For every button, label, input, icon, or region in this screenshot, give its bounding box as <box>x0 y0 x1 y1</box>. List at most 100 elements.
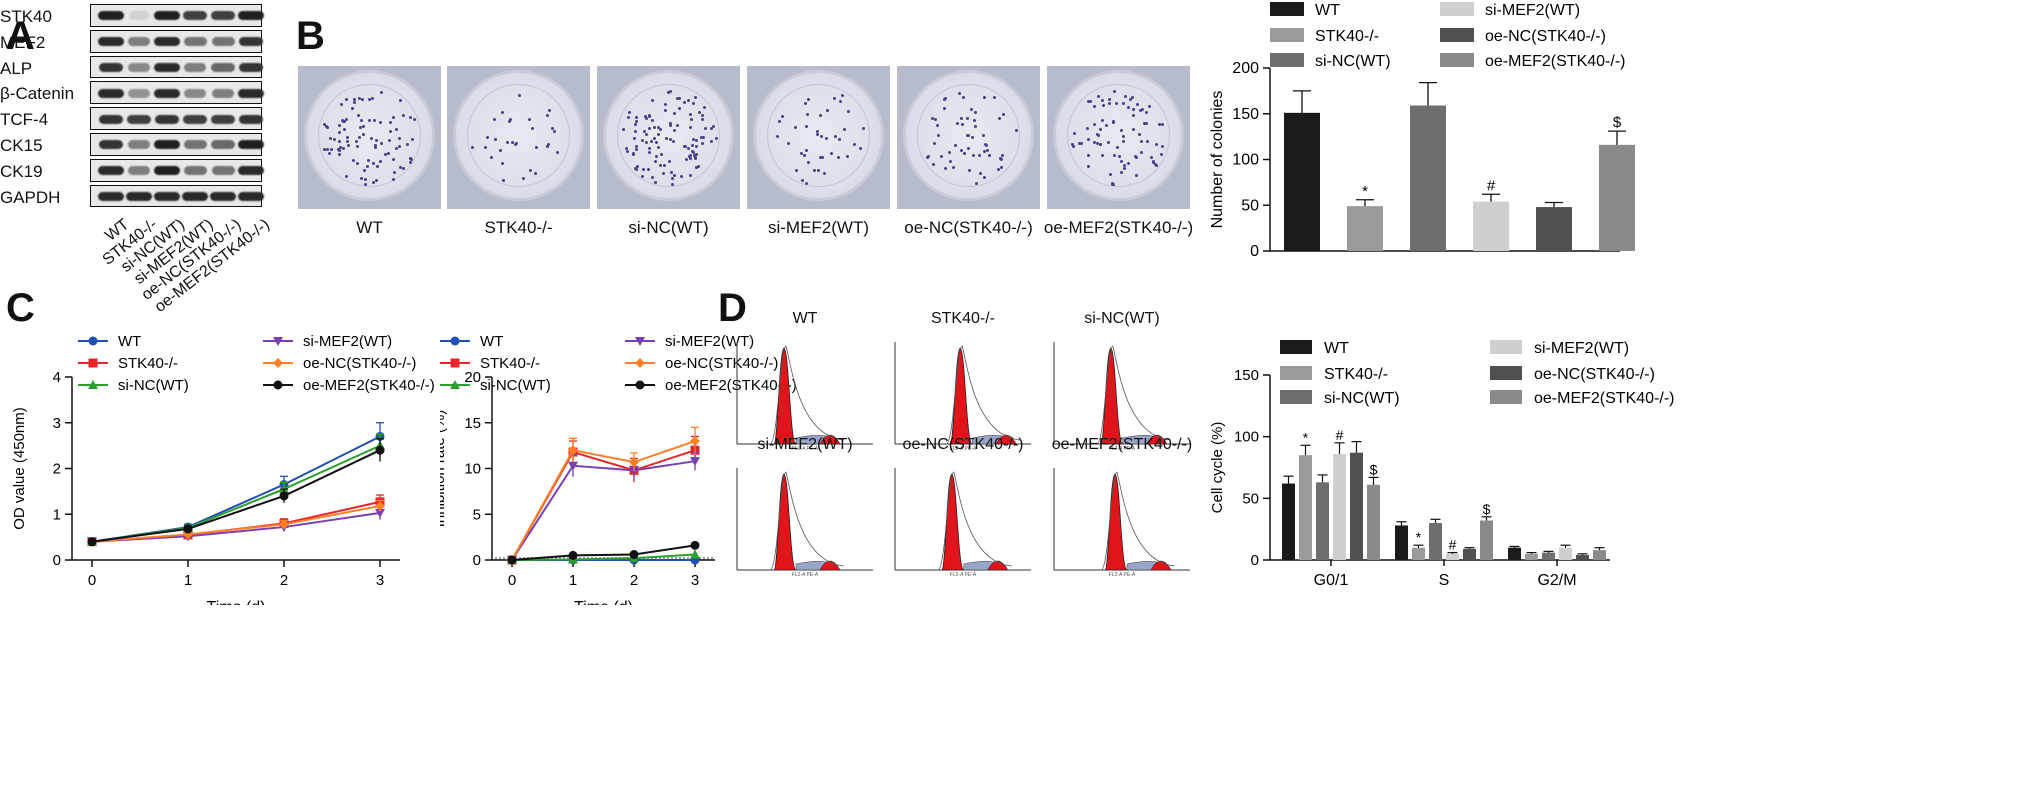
colony-dot <box>815 132 819 136</box>
blot-band <box>126 114 152 124</box>
colony-dot <box>930 116 934 120</box>
flow-plot-title: WT <box>792 310 818 327</box>
y-tick-label: 0 <box>1251 552 1259 569</box>
colony-dot <box>410 138 414 142</box>
colony-dot <box>393 170 397 174</box>
flow-histogram: FL2-A PE-A <box>736 342 873 450</box>
colony-dot <box>1097 133 1101 137</box>
colony-dish-photo <box>747 66 890 209</box>
colony-dot <box>1129 97 1133 101</box>
colony-dot <box>1140 151 1144 155</box>
colony-dot <box>653 136 657 140</box>
data-point-marker <box>635 358 645 368</box>
colony-dot <box>974 182 978 186</box>
colony-dot <box>838 138 842 142</box>
colony-dot <box>645 117 649 120</box>
colony-dot <box>483 145 487 149</box>
legend-label: oe-MEF2(STK40-/-) <box>1485 53 1625 70</box>
colony-dot <box>1154 142 1158 146</box>
colony-dot <box>1092 140 1096 144</box>
data-point-marker <box>450 358 460 368</box>
cell-cycle-bar <box>1316 482 1329 560</box>
blot-row-label: MEF2 <box>0 32 46 52</box>
significance-mark: $ <box>1613 114 1622 131</box>
flow-x-label: FL2-A PE-A <box>792 446 819 450</box>
colony-dot <box>853 142 857 146</box>
colony-dot <box>668 159 672 163</box>
colony-dot <box>812 169 816 173</box>
colony-dot <box>373 118 377 122</box>
colony-bar <box>1599 144 1635 251</box>
series-line <box>511 460 696 561</box>
flow-histogram: FL2-A PE-A <box>894 342 1031 450</box>
colony-dot <box>675 123 679 127</box>
colony-dot <box>634 123 638 127</box>
colony-dot <box>653 180 657 184</box>
colony-dot <box>654 141 658 145</box>
data-point-marker <box>375 501 385 512</box>
colony-dot <box>337 153 341 157</box>
blot-band <box>238 140 264 150</box>
x-tick-label: 0 <box>88 572 96 589</box>
data-point-marker <box>375 508 385 518</box>
colony-dot <box>356 161 360 165</box>
colony-dot <box>351 107 355 111</box>
legend-label: si-NC(WT) <box>118 377 189 394</box>
colony-dot <box>636 164 640 168</box>
colony-dot <box>395 128 399 132</box>
colony-dot <box>379 91 383 95</box>
colony-dot <box>387 138 391 142</box>
data-point-marker <box>568 550 578 560</box>
data-point-marker <box>635 337 645 346</box>
colony-dot <box>688 153 692 157</box>
blot-band <box>183 37 207 47</box>
colony-dot <box>1001 113 1005 117</box>
colony-dot <box>399 166 403 170</box>
legend-swatch <box>1280 340 1312 354</box>
colony-dot <box>326 125 330 129</box>
legend-label: si-MEF2(WT) <box>665 333 754 350</box>
colony-dot <box>545 145 549 149</box>
colony-dot <box>701 142 705 146</box>
colony-dot <box>807 160 811 164</box>
colony-dot <box>365 164 369 168</box>
colony-dot <box>1086 164 1090 168</box>
cell-cycle-bar <box>1350 452 1363 560</box>
legend-swatch <box>1280 366 1312 380</box>
flow-plot-title: oe-NC(STK40-/-) <box>902 436 1024 453</box>
colony-dot <box>408 116 412 120</box>
fit-curve <box>769 345 845 445</box>
colony-dot <box>499 148 503 152</box>
legend-label: oe-MEF2(STK40-/-) <box>303 377 435 394</box>
cell-cycle-bar <box>1463 548 1476 560</box>
colony-dot <box>658 128 662 131</box>
colony-dish-photo <box>597 66 740 209</box>
colony-dot <box>1122 140 1126 144</box>
legend-swatch <box>1440 28 1474 42</box>
colony-dot <box>985 144 989 148</box>
colony-dot <box>642 168 646 172</box>
legend-swatch <box>1440 2 1474 16</box>
colony-dot <box>622 127 626 131</box>
colony-dot <box>647 126 651 130</box>
colony-dot <box>826 109 830 113</box>
legend-label: STK40-/- <box>1324 366 1388 383</box>
colony-dot <box>937 134 941 138</box>
colony-dot <box>983 142 987 146</box>
colony-dot <box>1137 132 1141 136</box>
colony-dot <box>695 165 699 169</box>
flow-x-label: FL2-A PE-A <box>1109 572 1136 576</box>
flow-plot-title: STK40-/- <box>930 310 995 327</box>
series-line <box>511 553 696 561</box>
blot-strip <box>90 107 264 130</box>
y-tick-label: 0 <box>1250 243 1259 260</box>
colony-dot <box>711 125 715 129</box>
colony-dot <box>1070 142 1074 146</box>
blot-band <box>98 88 124 98</box>
blot-band <box>154 88 180 98</box>
g2m-peak <box>987 560 1009 571</box>
cell-cycle-bar <box>1429 523 1442 560</box>
colony-dot <box>514 142 518 146</box>
legend-swatch <box>1280 390 1312 404</box>
x-tick-label: G0/1 <box>1314 572 1349 589</box>
